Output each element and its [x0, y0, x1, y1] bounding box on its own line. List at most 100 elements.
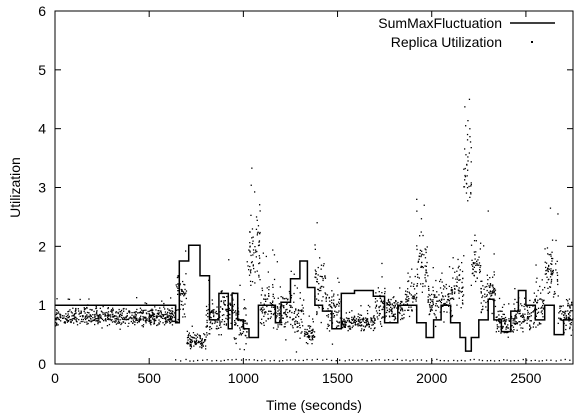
replica-utilization-dot: [166, 321, 168, 323]
replica-utilization-dot: [465, 182, 468, 185]
replica-utilization-dot: [86, 311, 89, 314]
replica-utilization-dot: [306, 336, 308, 338]
replica-utilization-dot: [185, 297, 187, 300]
replica-utilization-dot: [240, 326, 243, 328]
replica-utilization-dot: [191, 336, 193, 338]
replica-utilization-dot: [501, 310, 503, 312]
replica-utilization-dot: [249, 251, 251, 253]
replica-utilization-dot: [498, 322, 501, 324]
replica-utilization-dot: [224, 300, 226, 302]
replica-utilization-dot: [470, 182, 472, 184]
replica-utilization-dot: [130, 317, 132, 319]
replica-utilization-dot: [307, 336, 309, 338]
replica-utilization-dot: [64, 318, 67, 320]
replica-utilization-dot: [372, 329, 375, 332]
replica-utilization-dot: [195, 343, 197, 346]
replica-utilization-dot: [163, 314, 165, 316]
replica-utilization-dot: [251, 281, 254, 283]
replica-utilization-dot: [128, 311, 130, 313]
replica-utilization-dot: [187, 336, 190, 338]
replica-utilization-dot: [327, 316, 329, 318]
replica-utilization-dot: [563, 316, 565, 319]
y-tick-label: 5: [38, 62, 46, 78]
replica-utilization-dot: [520, 322, 523, 324]
replica-utilization-dot: [497, 310, 499, 313]
replica-utilization-dot: [451, 292, 453, 294]
replica-utilization-dot: [519, 324, 521, 326]
replica-utilization-dot: [495, 331, 497, 333]
replica-utilization-dot: [416, 292, 418, 295]
replica-utilization-dot: [115, 317, 118, 319]
replica-utilization-dot: [175, 284, 177, 286]
replica-utilization-dot: [486, 294, 488, 296]
replica-utilization-dot: [534, 299, 536, 301]
replica-utilization-dot: [432, 299, 434, 301]
replica-utilization-dot: [451, 315, 453, 318]
replica-utilization-dot: [516, 323, 518, 325]
replica-utilization-dot: [193, 337, 195, 339]
replica-utilization-dot: [354, 319, 357, 322]
replica-utilization-dot: [533, 301, 535, 304]
replica-utilization-dot: [515, 322, 518, 325]
replica-utilization-dot: [401, 359, 403, 362]
replica-utilization-dot: [505, 320, 507, 323]
replica-utilization-dot: [480, 280, 482, 282]
replica-utilization-dot: [383, 303, 385, 305]
replica-utilization-dot: [529, 320, 531, 322]
replica-utilization-dot: [343, 323, 345, 326]
replica-utilization-dot: [488, 291, 490, 294]
replica-utilization-dot: [107, 313, 109, 315]
replica-utilization-dot: [57, 318, 59, 320]
replica-utilization-dot: [252, 236, 254, 238]
replica-utilization-dot: [171, 319, 173, 321]
replica-utilization-dot: [386, 304, 388, 306]
replica-utilization-dot: [353, 320, 355, 322]
replica-utilization-dot: [526, 306, 529, 308]
replica-utilization-dot: [494, 299, 496, 302]
replica-utilization-dot: [560, 305, 562, 308]
replica-utilization-dot: [332, 295, 335, 297]
replica-utilization-dot: [128, 310, 130, 312]
replica-utilization-dot: [359, 325, 362, 327]
replica-utilization-dot: [367, 320, 369, 322]
replica-utilization-dot: [549, 286, 552, 288]
replica-utilization-dot: [401, 301, 403, 303]
replica-utilization-dot: [541, 299, 543, 301]
replica-utilization-dot: [144, 320, 146, 322]
replica-utilization-dot: [121, 312, 123, 314]
replica-utilization-dot: [405, 359, 407, 361]
replica-utilization-dot: [394, 316, 396, 318]
replica-utilization-dot: [361, 325, 363, 327]
replica-utilization-dot: [368, 323, 370, 325]
replica-utilization-dot: [414, 275, 416, 278]
replica-utilization-dot: [299, 292, 301, 294]
replica-utilization-dot: [366, 320, 368, 322]
replica-utilization-dot: [66, 321, 69, 323]
replica-utilization-dot: [507, 324, 509, 326]
replica-utilization-dot: [238, 311, 240, 313]
replica-utilization-dot: [82, 320, 84, 323]
replica-utilization-dot: [357, 318, 360, 321]
replica-utilization-dot: [135, 319, 137, 321]
replica-utilization-dot: [198, 340, 200, 342]
replica-utilization-dot: [473, 240, 476, 242]
replica-utilization-dot: [76, 318, 78, 320]
replica-utilization-dot: [391, 303, 393, 305]
replica-utilization-dot: [308, 330, 311, 333]
replica-utilization-dot: [130, 320, 132, 323]
replica-utilization-dot: [215, 321, 217, 323]
replica-utilization-dot: [333, 293, 335, 295]
replica-utilization-dot: [97, 323, 99, 325]
replica-utilization-dot: [345, 317, 348, 319]
replica-utilization-dot: [261, 287, 263, 289]
replica-utilization-dot: [171, 317, 173, 319]
replica-utilization-dot: [522, 331, 524, 333]
replica-utilization-dot: [206, 334, 208, 336]
replica-utilization-dot: [289, 359, 292, 361]
replica-utilization-dot: [117, 318, 119, 320]
replica-utilization-dot: [557, 213, 559, 215]
replica-utilization-dot: [400, 300, 402, 303]
replica-utilization-dot: [249, 280, 252, 282]
replica-utilization-dot: [148, 320, 150, 322]
replica-utilization-dot: [211, 360, 213, 362]
